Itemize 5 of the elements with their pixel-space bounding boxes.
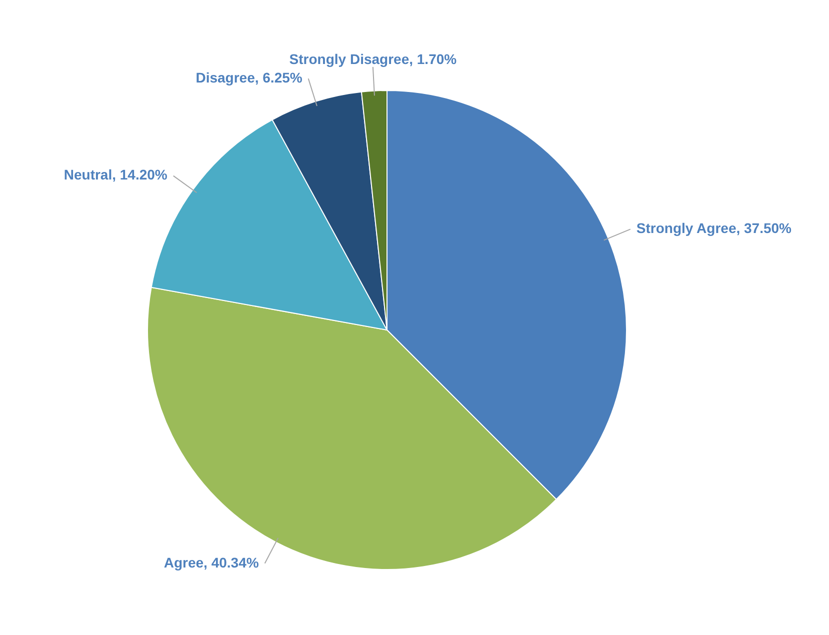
slice-label: Agree, 40.34% [164,554,260,570]
slice-label: Strongly Disagree, 1.70% [289,50,458,67]
slice-label: Strongly Agree, 37.50% [636,220,792,236]
slice-label: Disagree, 6.25% [196,69,303,86]
slice-label: Neutral, 14.20% [64,166,168,183]
